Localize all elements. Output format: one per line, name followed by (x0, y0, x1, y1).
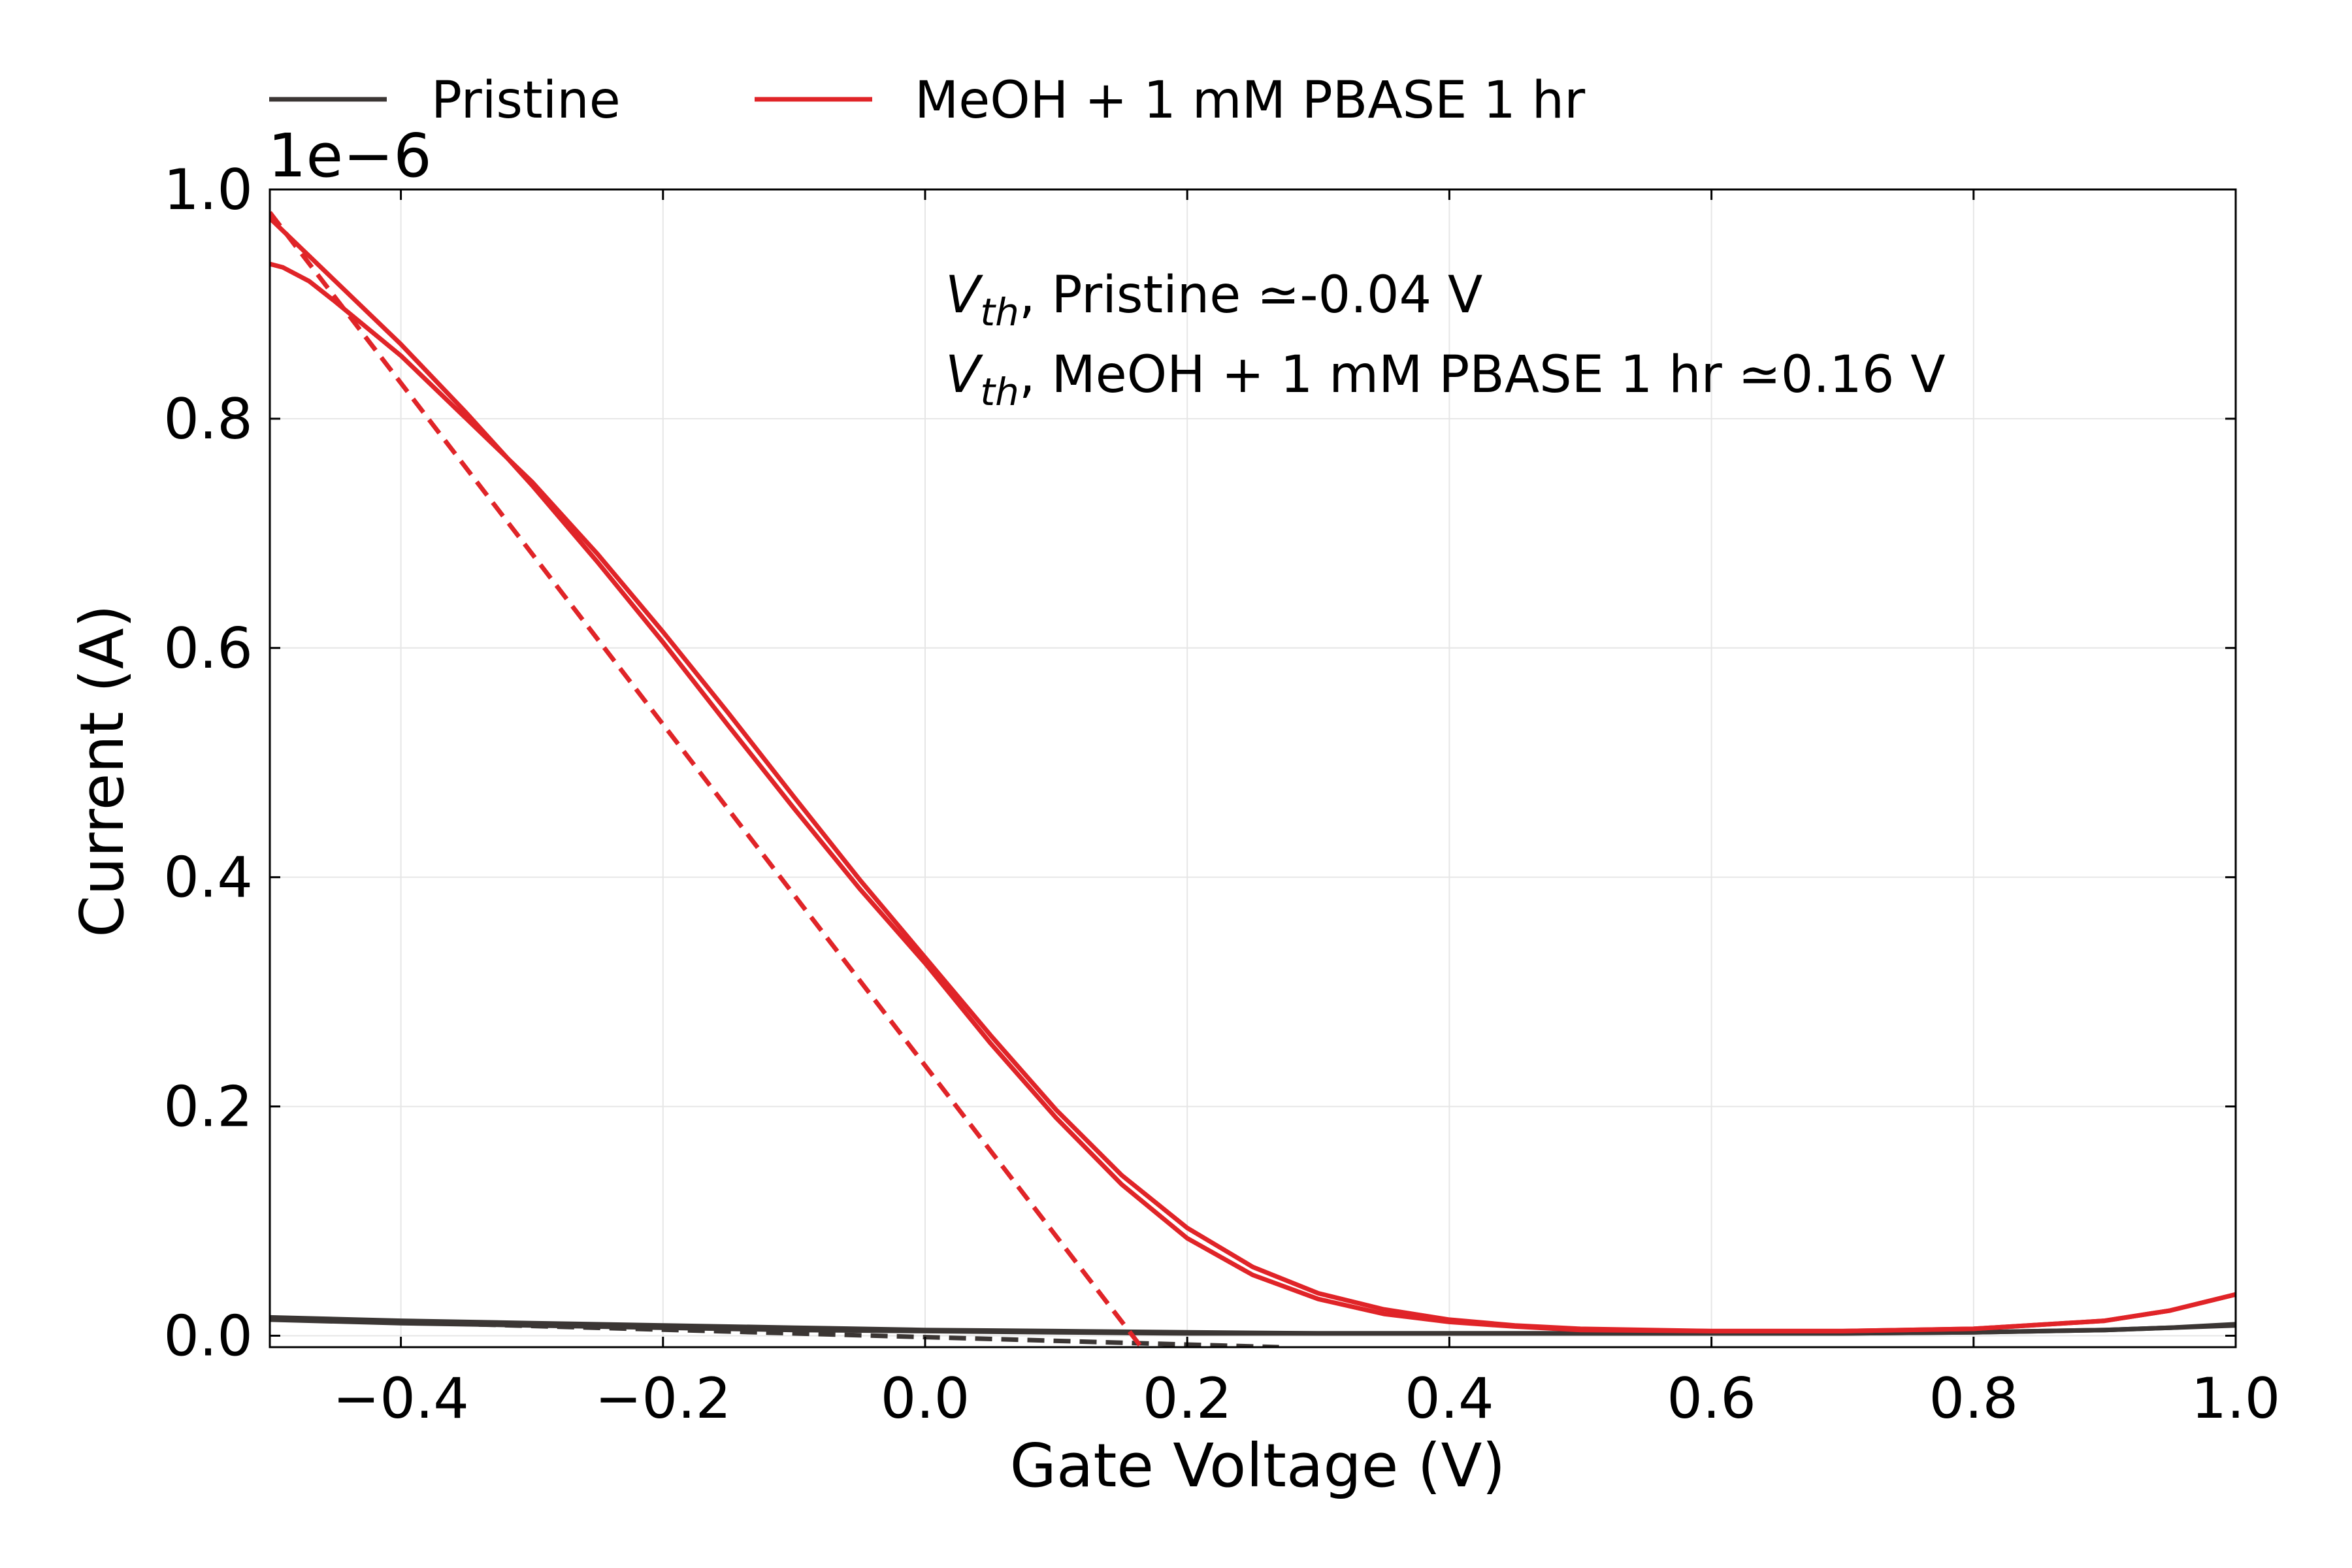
x-tick-label: 0.8 (1929, 1366, 2018, 1431)
series-line-meoh-1-mm-pbase-1-hr-3 (270, 261, 2236, 1333)
x-tick-label: −0.2 (595, 1366, 731, 1431)
y-offset-text: 1e−6 (268, 121, 432, 191)
legend: Pristine MeOH + 1 mM PBASE 1 hr (269, 71, 1586, 130)
y-tick-label: 0.0 (163, 1303, 253, 1369)
x-tick-labels: −0.4 −0.2 0.0 0.2 0.4 0.6 0.8 1.0 (333, 1366, 2280, 1431)
vth-annotations: Vth, Pristine ≃-0.04 V Vth, MeOH + 1 mM … (945, 266, 1946, 414)
y-tick-label: 1.0 (163, 157, 253, 223)
plot-frame (269, 188, 2237, 1348)
series-line-pristine-linear-fit (270, 1316, 1279, 1347)
vth-annotation-meoh-pbase: Vth, MeOH + 1 mM PBASE 1 hr ≃0.16 V (945, 346, 1946, 414)
series-line-meoh-1-mm-pbase-1-hr-4 (270, 216, 2236, 1333)
x-tick-label: 0.6 (1667, 1366, 1756, 1431)
x-tick-label: 0.0 (881, 1366, 970, 1431)
series-layer (270, 210, 2236, 1347)
y-tick-labels: 0.0 0.2 0.4 0.6 0.8 1.0 (163, 157, 253, 1369)
x-tick-label: 1.0 (2191, 1366, 2281, 1431)
x-axis-label: Gate Voltage (V) (1010, 1431, 1506, 1501)
y-tick-label: 0.8 (163, 387, 253, 452)
legend-label-pristine: Pristine (431, 71, 621, 130)
y-tick-label: 0.4 (163, 845, 253, 911)
series-line-meoh-1-mm-pbase-1-hr-linear-fit (270, 210, 1143, 1347)
x-tick-label: −0.4 (333, 1366, 469, 1431)
legend-label-meoh-pbase: MeOH + 1 mM PBASE 1 hr (915, 71, 1586, 130)
y-tick-label: 0.6 (163, 616, 253, 681)
x-tick-label: 0.4 (1405, 1366, 1494, 1431)
x-tick-label: 0.2 (1143, 1366, 1232, 1431)
y-axis-label: Current (A) (67, 604, 137, 938)
y-tick-label: 0.2 (163, 1075, 253, 1140)
vth-annotation-pristine: Vth, Pristine ≃-0.04 V (945, 266, 1482, 335)
axis-ticks (270, 188, 2237, 1347)
